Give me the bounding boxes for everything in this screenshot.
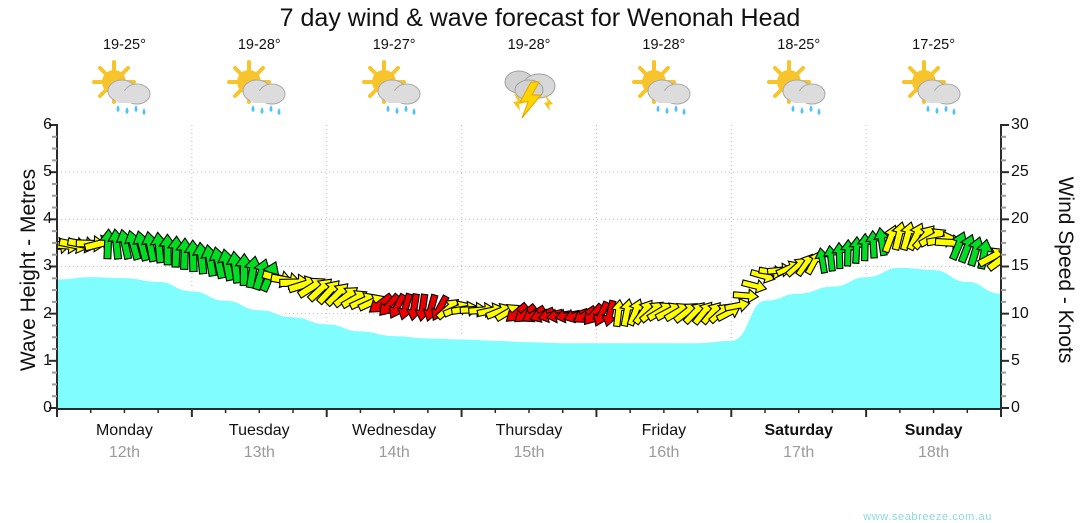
wind-speed-arrows — [57, 221, 1001, 328]
day-header: 19-27° — [327, 36, 462, 122]
day-date: 18th — [918, 444, 950, 461]
sun-cloud-rain-icon — [759, 58, 839, 120]
day-footer: Monday 12th — [57, 414, 192, 474]
wave-height-area — [57, 265, 1001, 408]
day-name: Tuesday — [228, 422, 290, 439]
day-name: Sunday — [904, 422, 963, 439]
temperature-range: 19-25° — [102, 37, 146, 53]
y-tick-left: 1 — [43, 352, 52, 369]
temperature-range: 19-28° — [507, 37, 551, 53]
sun-cloud-rain-icon — [624, 58, 704, 120]
y-tick-right: 10 — [1011, 305, 1029, 322]
temperature-range: 19-28° — [237, 37, 281, 53]
day-header-strip: 19-25° — [57, 36, 1001, 122]
y-tick-right: 30 — [1011, 116, 1029, 133]
sun-cloud-rain-icon — [84, 58, 164, 120]
day-footer: Sunday 18th — [866, 414, 1001, 474]
day-name: Saturday — [764, 422, 833, 439]
temperature-range: 17-25° — [912, 37, 956, 53]
day-footer: Friday 16th — [596, 414, 731, 474]
bottom-axis-spine — [56, 408, 1002, 410]
day-date: 14th — [378, 444, 410, 461]
day-header: 18-25° — [731, 36, 866, 122]
y-tick-right: 0 — [1011, 399, 1020, 416]
day-footer: Thursday 15th — [462, 414, 597, 474]
temperature-range: 19-28° — [642, 37, 686, 53]
day-footer-strip: Monday 12th Tuesday 13th Wednesday 14th … — [57, 414, 1001, 474]
page-title: 7 day wind & wave forecast for Wenonah H… — [279, 4, 801, 32]
temperature-range: 19-27° — [372, 37, 416, 53]
right-axis-label: Wind Speed - Knots — [1054, 176, 1077, 364]
y-tick-right: 15 — [1011, 257, 1029, 274]
day-name: Wednesday — [352, 422, 437, 439]
y-tick-right: 25 — [1011, 163, 1029, 180]
sun-cloud-rain-icon — [354, 58, 434, 120]
day-header: 19-28° — [192, 36, 327, 122]
y-tick-left: 4 — [43, 210, 52, 227]
day-footer: Tuesday 13th — [192, 414, 327, 474]
y-tick-right: 5 — [1011, 352, 1020, 369]
sun-cloud-rain-icon — [894, 58, 974, 120]
watermark: www.seabreeze.com.au — [863, 511, 992, 523]
day-footer: Wednesday 14th — [327, 414, 462, 474]
right-axis-spine — [1000, 124, 1002, 410]
temperature-range: 18-25° — [777, 37, 821, 53]
y-tick-right: 20 — [1011, 210, 1029, 227]
day-name: Monday — [95, 422, 153, 439]
thunderstorm-icon — [489, 58, 569, 120]
day-header: 19-25° — [57, 36, 192, 122]
y-tick-left: 6 — [43, 116, 52, 133]
plot-area: www.seabreeze.com.au — [57, 125, 1001, 523]
y-tick-left: 2 — [43, 305, 52, 322]
left-axis-label: Wave Height - Metres — [17, 168, 40, 372]
y-tick-left: 5 — [43, 163, 52, 180]
day-date: 13th — [243, 444, 275, 461]
day-name: Friday — [641, 422, 687, 439]
day-footer: Saturday 17th — [731, 414, 866, 474]
forecast-chart: 7 day wind & wave forecast for Wenonah H… — [17, 4, 1077, 523]
day-header: 19-28° — [462, 36, 597, 122]
day-date: 16th — [648, 444, 680, 461]
sun-cloud-rain-icon — [219, 58, 299, 120]
day-date: 17th — [783, 444, 815, 461]
day-header: 19-28° — [596, 36, 731, 122]
y-tick-left: 3 — [43, 257, 52, 274]
y-tick-left: 0 — [43, 399, 52, 416]
day-name: Thursday — [495, 422, 563, 439]
plot-canvas — [57, 125, 1001, 408]
day-date: 15th — [513, 444, 545, 461]
day-header: 17-25° — [866, 36, 1001, 122]
day-date: 12th — [108, 444, 140, 461]
left-axis-spine — [56, 124, 58, 410]
